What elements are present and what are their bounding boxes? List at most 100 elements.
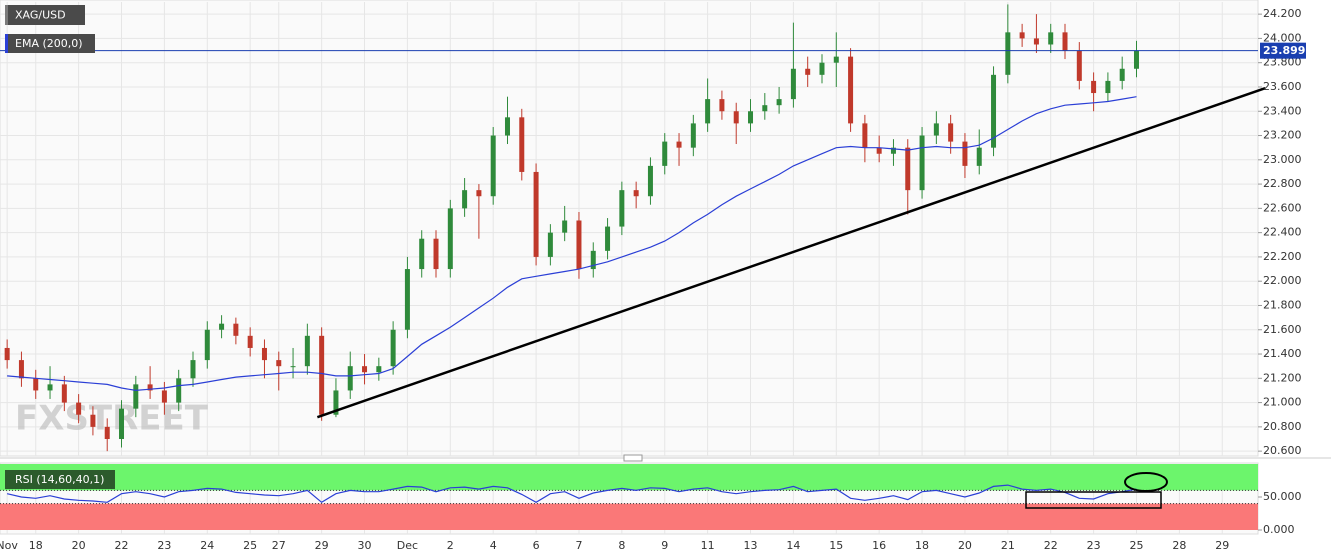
- candle-body: [147, 384, 153, 391]
- x-tick-label: 21: [1001, 539, 1015, 552]
- y-tick-label: 23.200: [1263, 129, 1302, 142]
- candle-body: [862, 123, 868, 148]
- candle-body: [533, 171, 539, 257]
- x-tick-label: 16: [872, 539, 886, 552]
- y-tick-label: 23.000: [1263, 153, 1302, 166]
- x-tick-label: Nov: [0, 539, 18, 552]
- candle-body: [119, 408, 125, 440]
- ema-box-edge: [5, 34, 8, 53]
- candle-body: [1062, 32, 1068, 51]
- y-tick-label: 21.800: [1263, 298, 1302, 311]
- y-tick-label: 23.800: [1263, 56, 1302, 69]
- candle-body: [719, 99, 725, 112]
- symbol-box: [5, 5, 85, 25]
- x-tick-label: 18: [29, 539, 43, 552]
- candle-body: [433, 238, 439, 270]
- y-tick-label: 24.000: [1263, 31, 1302, 44]
- symbol: XAG/USD: [15, 9, 66, 22]
- rsi-group: [0, 464, 1258, 530]
- y-tick-label: 50.000: [1263, 490, 1302, 503]
- last-price-badge: [1260, 42, 1306, 59]
- y-tick-label: 23.400: [1263, 104, 1302, 117]
- annotation-ellipse: [1124, 472, 1168, 492]
- x-tick-label: 8: [618, 539, 625, 552]
- x-tick-label: 20: [72, 539, 86, 552]
- price-group: [0, 4, 1266, 452]
- x-tick-label: 2: [447, 539, 454, 552]
- x-tick-label: 29: [315, 539, 329, 552]
- trendline: [316, 87, 1266, 419]
- candle-body: [919, 135, 925, 191]
- x-tick-label: 18: [915, 539, 929, 552]
- ema-legend: EMA (200,0): [15, 37, 83, 50]
- candle-body: [276, 360, 282, 367]
- candle-body: [18, 360, 24, 379]
- candle-body: [33, 378, 39, 391]
- x-tick-label: 30: [358, 539, 372, 552]
- rsi-box: [5, 470, 115, 489]
- x-tick-label: 23: [1087, 539, 1101, 552]
- pane-handle[interactable]: [623, 454, 643, 462]
- x-tick-label: 24: [200, 539, 214, 552]
- candle-body: [233, 323, 239, 336]
- ema-line: [7, 96, 1137, 392]
- candle-body: [790, 68, 796, 100]
- y-tick-label: 22.600: [1263, 201, 1302, 214]
- candle-body: [948, 123, 954, 142]
- candle-body: [1076, 50, 1082, 81]
- candle-body: [1105, 80, 1111, 94]
- x-tick-label: 27: [272, 539, 286, 552]
- candle-body: [1119, 68, 1125, 81]
- candle-body: [733, 111, 739, 124]
- y-tick-label: 21.200: [1263, 371, 1302, 384]
- candle-body: [562, 220, 568, 233]
- candle-body: [104, 426, 110, 440]
- y-tick-label: 20.800: [1263, 420, 1302, 433]
- candle-body: [662, 141, 668, 166]
- candle-body: [333, 390, 339, 415]
- ema-box: [5, 34, 95, 53]
- x-tick-label: 11: [701, 539, 715, 552]
- symbol-box-edge: [5, 5, 8, 25]
- candle-body: [547, 232, 553, 257]
- candle-body: [1005, 32, 1011, 75]
- x-tick-label: 13: [744, 539, 758, 552]
- candle-body: [890, 147, 896, 154]
- candle-body: [447, 208, 453, 270]
- candle-body: [690, 123, 696, 148]
- candle-body: [362, 366, 368, 373]
- y-tick-label: 21.400: [1263, 347, 1302, 360]
- candle-body: [319, 335, 325, 415]
- x-tick-label: 7: [575, 539, 582, 552]
- x-tick-label: 22: [115, 539, 129, 552]
- x-tick-label: 22: [1044, 539, 1058, 552]
- candle-body: [304, 335, 310, 367]
- y-tick-label: 22.200: [1263, 250, 1302, 263]
- x-tick-label: 28: [1172, 539, 1186, 552]
- candle-body: [190, 360, 196, 379]
- x-tick-label: 15: [829, 539, 843, 552]
- candle-body: [204, 329, 210, 361]
- x-tick-label: 23: [157, 539, 171, 552]
- candle-body: [848, 56, 854, 124]
- candle-body: [705, 99, 711, 124]
- y-tick-label: 20.600: [1263, 444, 1302, 457]
- candle-body: [633, 190, 639, 197]
- candle-body: [605, 226, 611, 251]
- x-tick-label: 4: [490, 539, 497, 552]
- candle-body: [462, 190, 468, 209]
- x-tick-label: Dec: [397, 539, 418, 552]
- candle-body: [347, 366, 353, 391]
- candle-body: [1048, 32, 1054, 45]
- candle-body: [219, 323, 225, 330]
- rsi-line: [6, 484, 1137, 504]
- candle-body: [805, 68, 811, 75]
- y-tick-label: 23.600: [1263, 80, 1302, 93]
- last-price-label: 23.899: [1263, 44, 1305, 57]
- candle-body: [90, 414, 96, 427]
- candle-body: [47, 384, 53, 391]
- x-tick-label: 6: [533, 539, 540, 552]
- candle-body: [762, 105, 768, 112]
